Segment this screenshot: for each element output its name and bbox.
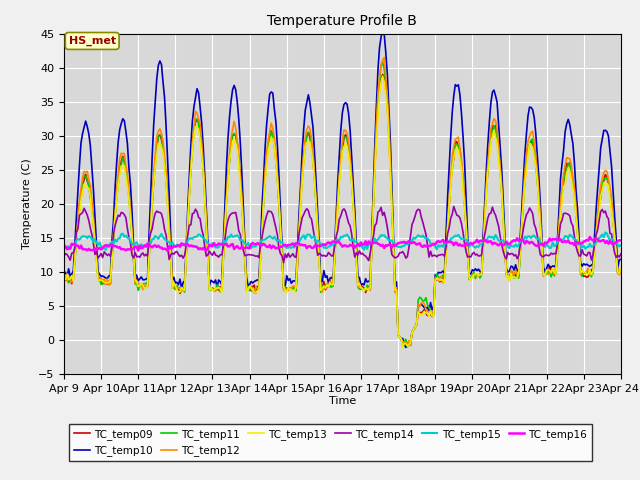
TC_temp10 bbox=[412, 324, 419, 330]
TC_temp11 bbox=[412, 324, 419, 330]
TC_temp16 bbox=[586, 234, 594, 240]
TC_temp10 bbox=[76, 162, 83, 168]
TC_temp13 bbox=[399, 345, 406, 351]
TC_temp14 bbox=[60, 253, 68, 259]
TC_temp14 bbox=[164, 244, 172, 250]
TC_temp13 bbox=[377, 79, 385, 85]
TC_temp13 bbox=[617, 265, 625, 271]
TC_temp09 bbox=[412, 324, 419, 330]
TC_temp16 bbox=[165, 243, 173, 249]
Line: TC_temp15: TC_temp15 bbox=[64, 232, 621, 250]
TC_temp16 bbox=[164, 248, 172, 254]
Text: HS_met: HS_met bbox=[68, 36, 116, 46]
TC_temp14 bbox=[397, 250, 405, 255]
TC_temp11 bbox=[397, 336, 405, 342]
TC_temp10 bbox=[617, 256, 625, 262]
TC_temp15 bbox=[379, 233, 387, 239]
TC_temp10 bbox=[397, 336, 405, 342]
TC_temp09 bbox=[60, 273, 68, 278]
TC_temp09 bbox=[397, 336, 405, 342]
TC_temp13 bbox=[164, 204, 172, 209]
TC_temp09 bbox=[164, 196, 172, 202]
TC_temp11 bbox=[404, 344, 412, 349]
TC_temp11 bbox=[60, 273, 68, 278]
TC_temp14 bbox=[617, 251, 625, 257]
TC_temp12 bbox=[397, 336, 405, 342]
TC_temp09 bbox=[552, 271, 559, 276]
TC_temp15 bbox=[602, 229, 609, 235]
Line: TC_temp14: TC_temp14 bbox=[64, 206, 621, 263]
TC_temp15 bbox=[410, 235, 417, 240]
TC_temp15 bbox=[60, 241, 68, 247]
TC_temp12 bbox=[617, 268, 625, 274]
TC_temp16 bbox=[76, 245, 83, 251]
Line: TC_temp09: TC_temp09 bbox=[64, 74, 621, 346]
TC_temp10 bbox=[379, 26, 387, 32]
TC_temp12 bbox=[377, 62, 385, 68]
TC_temp12 bbox=[164, 197, 172, 203]
TC_temp12 bbox=[380, 55, 388, 60]
Line: TC_temp16: TC_temp16 bbox=[64, 237, 621, 251]
TC_temp15 bbox=[76, 237, 83, 242]
TC_temp10 bbox=[377, 35, 385, 40]
TC_temp12 bbox=[412, 324, 419, 330]
TC_temp09 bbox=[377, 76, 385, 82]
TC_temp09 bbox=[379, 72, 387, 77]
Line: TC_temp11: TC_temp11 bbox=[64, 62, 621, 347]
TC_temp12 bbox=[404, 343, 412, 349]
TC_temp09 bbox=[617, 267, 625, 273]
TC_temp14 bbox=[410, 218, 417, 224]
TC_temp11 bbox=[377, 63, 385, 69]
TC_temp12 bbox=[552, 264, 559, 269]
TC_temp13 bbox=[379, 73, 387, 79]
Title: Temperature Profile B: Temperature Profile B bbox=[268, 14, 417, 28]
TC_temp14 bbox=[280, 260, 287, 265]
TC_temp14 bbox=[76, 212, 83, 218]
Line: TC_temp12: TC_temp12 bbox=[64, 58, 621, 346]
TC_temp14 bbox=[552, 251, 559, 257]
TC_temp11 bbox=[617, 266, 625, 272]
TC_temp15 bbox=[102, 247, 109, 253]
TC_temp11 bbox=[164, 202, 172, 207]
TC_temp16 bbox=[60, 245, 68, 251]
TC_temp16 bbox=[550, 237, 558, 242]
TC_temp10 bbox=[552, 262, 559, 267]
TC_temp11 bbox=[76, 206, 83, 212]
Line: TC_temp13: TC_temp13 bbox=[64, 76, 621, 348]
TC_temp16 bbox=[410, 239, 417, 245]
TC_temp14 bbox=[450, 204, 458, 209]
TC_temp16 bbox=[379, 242, 387, 248]
TC_temp13 bbox=[552, 271, 559, 277]
TC_temp10 bbox=[164, 158, 172, 164]
TC_temp16 bbox=[397, 240, 405, 245]
TC_temp13 bbox=[412, 324, 419, 330]
TC_temp13 bbox=[60, 275, 68, 281]
TC_temp11 bbox=[379, 59, 387, 65]
TC_temp15 bbox=[397, 244, 405, 250]
TC_temp15 bbox=[617, 242, 625, 248]
TC_temp13 bbox=[76, 211, 83, 217]
TC_temp12 bbox=[76, 198, 83, 204]
TC_temp15 bbox=[165, 239, 173, 245]
Line: TC_temp10: TC_temp10 bbox=[64, 29, 621, 348]
X-axis label: Time: Time bbox=[329, 396, 356, 406]
TC_temp10 bbox=[402, 345, 410, 350]
TC_temp16 bbox=[617, 238, 625, 243]
TC_temp10 bbox=[60, 270, 68, 276]
Y-axis label: Temperature (C): Temperature (C) bbox=[22, 158, 33, 250]
TC_temp14 bbox=[379, 213, 387, 218]
TC_temp15 bbox=[550, 243, 558, 249]
Legend: TC_temp09, TC_temp10, TC_temp11, TC_temp12, TC_temp13, TC_temp14, TC_temp15, TC_: TC_temp09, TC_temp10, TC_temp11, TC_temp… bbox=[69, 424, 593, 461]
TC_temp09 bbox=[76, 201, 83, 206]
TC_temp11 bbox=[552, 269, 559, 275]
TC_temp13 bbox=[397, 336, 405, 342]
TC_temp12 bbox=[60, 276, 68, 282]
TC_temp09 bbox=[399, 343, 406, 348]
